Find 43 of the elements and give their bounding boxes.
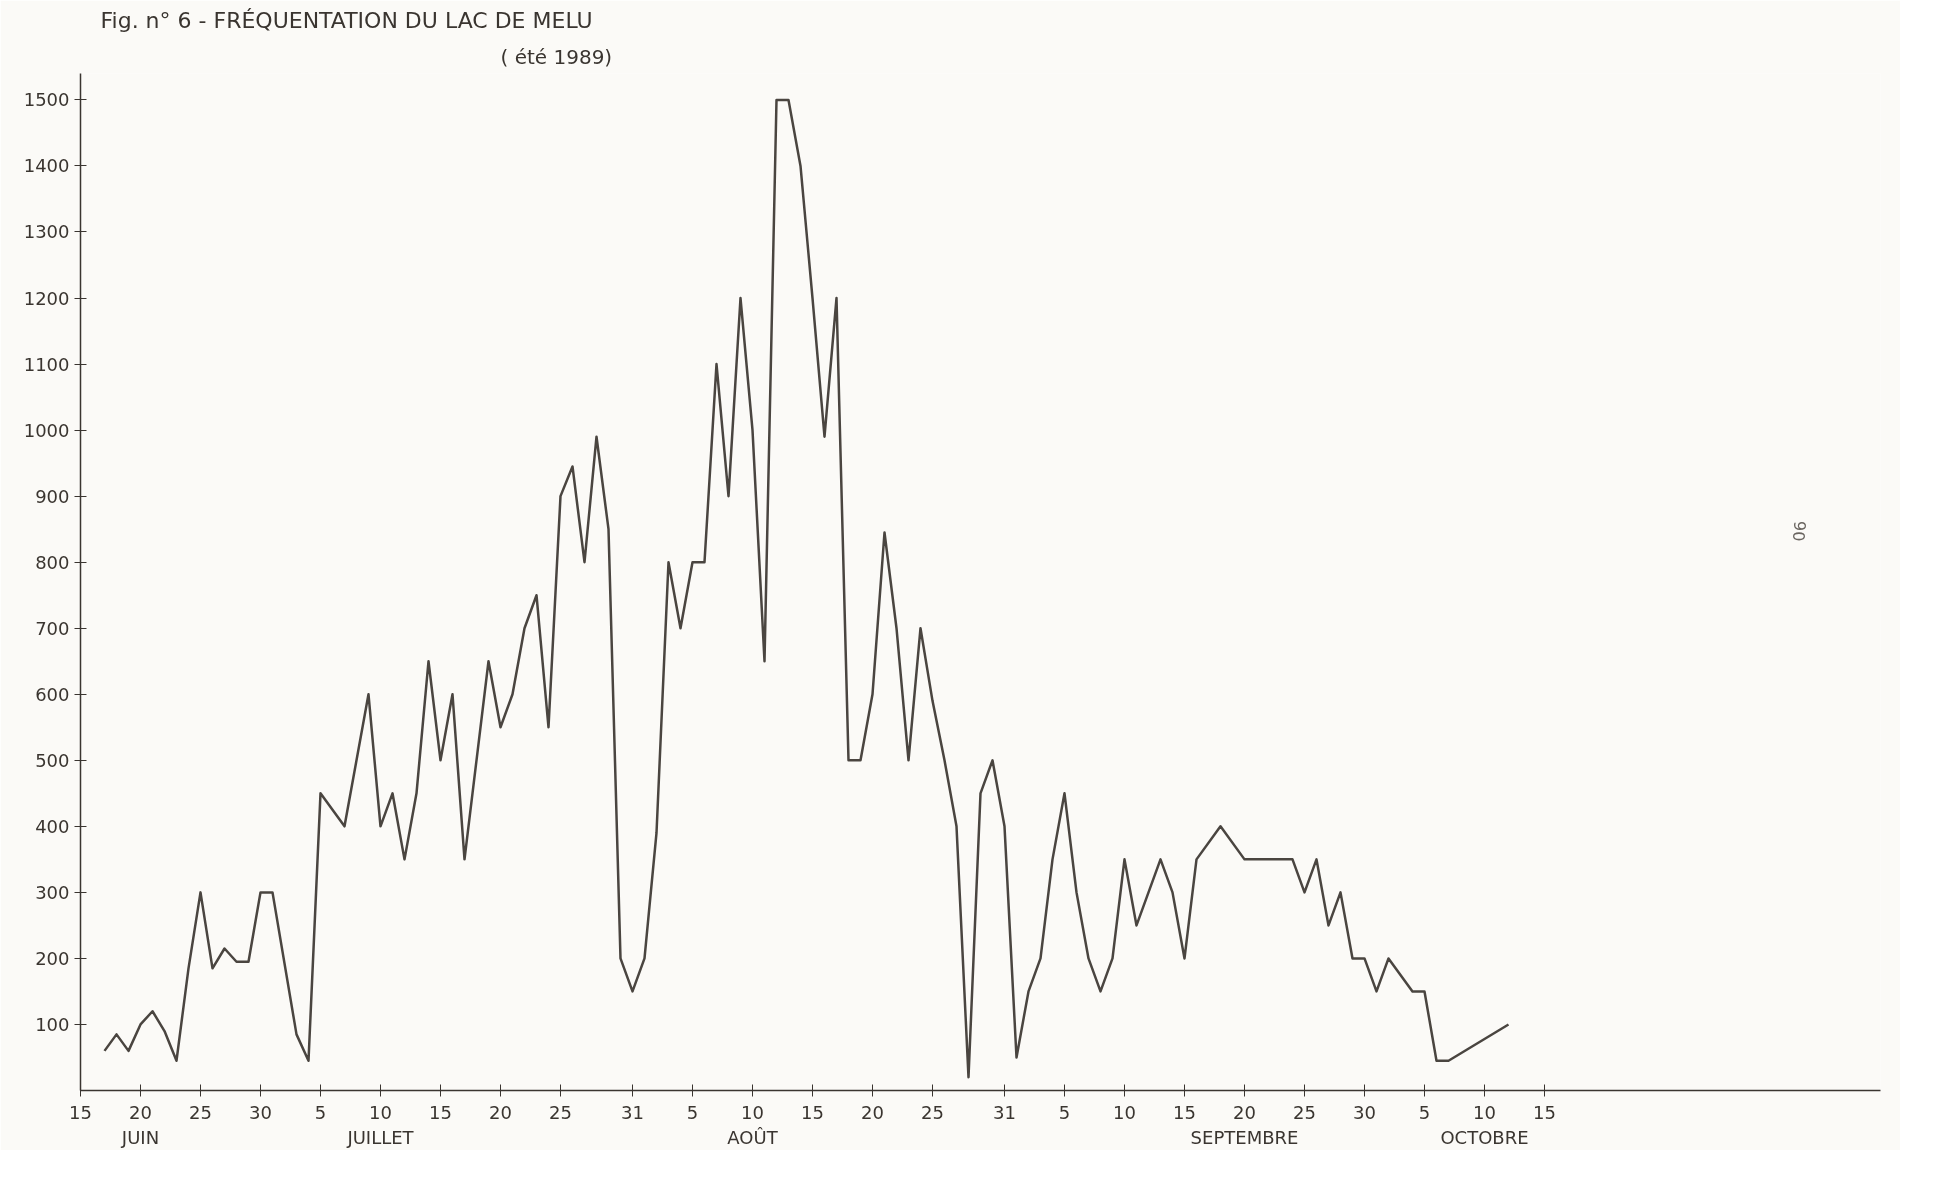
x-tick-label: 20	[861, 1101, 884, 1123]
x-tick-label: 15	[429, 1101, 452, 1123]
x-tick-label: 15	[69, 1101, 92, 1123]
x-tick-label: 15	[1173, 1101, 1196, 1123]
x-tick-label: 31	[993, 1101, 1016, 1123]
y-tick-label: 300	[35, 881, 70, 903]
y-tick-label: 900	[35, 485, 70, 507]
y-tick-label: 800	[35, 551, 70, 573]
x-tick-label: 10 OCTOBRE	[1440, 1101, 1529, 1148]
x-tick-label: 20	[489, 1101, 512, 1123]
y-tick-label: 1100	[23, 353, 70, 375]
chart-subtitle: ( été 1989)	[500, 44, 613, 69]
x-tick-label: 20 JUIN	[120, 1101, 160, 1148]
x-tick-label: 25	[189, 1101, 212, 1123]
x-tick-label: 10 AOÛT	[727, 1101, 779, 1148]
x-tick-label: 10 JUILLET	[346, 1101, 415, 1148]
x-tick-label: 25	[921, 1101, 944, 1123]
x-tick-label: 25	[1293, 1101, 1316, 1123]
annotation: 90	[1789, 520, 1809, 542]
x-tick-label: 30	[1353, 1101, 1376, 1123]
y-tick-label: 200	[35, 947, 70, 969]
x-tick-label: 15	[801, 1101, 824, 1123]
y-tick-label: 600	[35, 683, 70, 705]
y-tick-label: 1400	[23, 155, 70, 177]
chart-title: Fig. n° 6 - FRÉQUENTATION DU LAC DE MELU	[100, 7, 593, 33]
y-tick-label: 1500	[23, 89, 70, 111]
y-tick-label: 1000	[23, 419, 70, 441]
y-tick-label: 1200	[23, 287, 70, 309]
x-tick-label: 5	[686, 1101, 699, 1123]
x-tick-label: 31	[621, 1101, 644, 1123]
y-tick-label: 700	[35, 617, 70, 639]
y-tick-label: 500	[35, 749, 70, 771]
x-tick-label: 25	[549, 1101, 572, 1123]
y-tick-label: 100	[35, 1013, 70, 1035]
y-tick-label: 1300	[23, 221, 70, 243]
x-tick-label: 5	[1058, 1101, 1071, 1123]
x-tick-label: 5	[1418, 1101, 1431, 1123]
line-series	[103, 98, 1510, 1079]
x-tick-label: 30	[249, 1101, 272, 1123]
x-tick-label: 15	[1533, 1101, 1556, 1123]
x-tick-label: 5	[314, 1101, 327, 1123]
y-tick-label: 400	[35, 815, 70, 837]
x-tick-label: 10	[1113, 1101, 1136, 1123]
